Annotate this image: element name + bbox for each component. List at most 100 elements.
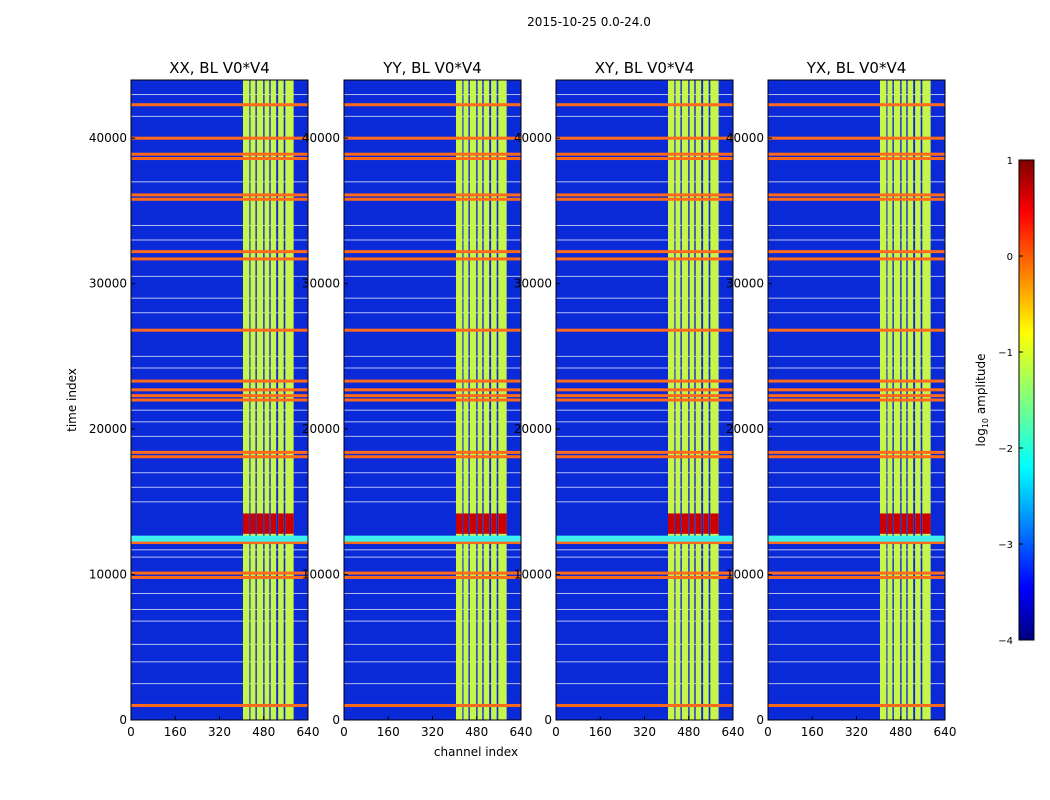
heatmap-gap-line	[344, 367, 521, 369]
heatmap-bright-block	[703, 513, 709, 534]
heatmap-gap-line	[768, 115, 945, 117]
heatmap-gap-line	[131, 312, 308, 314]
heatmap-rfi-line	[344, 450, 521, 454]
heatmap-gap-line	[131, 683, 308, 685]
heatmap-rfi-line	[131, 571, 308, 575]
heatmap-gap-line	[768, 472, 945, 474]
heatmap-rfi-line	[556, 152, 733, 156]
x-tick-label: 640	[297, 725, 320, 739]
colorbar-tick-label: −3	[998, 540, 1013, 551]
heatmap-gap-line	[131, 421, 308, 423]
heatmap-rfi-line	[344, 157, 521, 161]
x-tick-label: 480	[465, 725, 488, 739]
heatmap-rfi-line	[131, 575, 308, 579]
heatmap-gap-line	[556, 435, 733, 437]
panel-xx: XX, BL V0*V4 0 160 320 480 640 0 10000 20000 3000…	[89, 59, 320, 739]
heatmap-gap-line	[768, 608, 945, 610]
panel-title: XX, BL V0*V4	[169, 59, 270, 77]
heatmap-cyan-band	[768, 535, 945, 542]
heatmap-gap-line	[344, 297, 521, 299]
heatmap-gap-line	[131, 501, 308, 503]
heatmap-bright-block	[278, 513, 284, 534]
heatmap-gap-line	[556, 643, 733, 645]
heatmap-gap-line	[344, 592, 521, 594]
y-tick-label: 0	[544, 713, 552, 727]
heatmap-gap-line	[768, 409, 945, 411]
heatmap-gap-line	[131, 367, 308, 369]
panel-yy: YY, BL V0*V4 0 160 320 480 640 0 10000 20000 3000…	[302, 59, 533, 739]
y-tick-label: 30000	[726, 277, 764, 291]
heatmap-gap-line	[768, 592, 945, 594]
heatmap-rfi-line	[768, 541, 945, 545]
heatmap-gap-line	[344, 312, 521, 314]
heatmap-bright-block	[689, 513, 695, 534]
heatmap-gap-line	[131, 224, 308, 226]
y-tick-label: 0	[756, 713, 764, 727]
heatmap-gap-line	[556, 367, 733, 369]
heatmap-gap-line	[556, 549, 733, 551]
heatmap-rfi-line	[131, 450, 308, 454]
x-tick-label: 320	[845, 725, 868, 739]
heatmap-gap-line	[556, 556, 733, 558]
heatmap-rfi-line	[768, 703, 945, 707]
heatmap-rfi-line	[556, 379, 733, 383]
heatmap-rfi-line	[131, 197, 308, 201]
heatmap-gap-line	[131, 661, 308, 663]
heatmap-bright-block	[893, 513, 901, 534]
y-tick-label: 40000	[302, 131, 340, 145]
heatmap-gap-line	[344, 275, 521, 277]
heatmap-gap-line	[556, 486, 733, 488]
heatmap-rfi-line	[768, 103, 945, 107]
heatmap-gap-line	[556, 115, 733, 117]
x-tick-label: 320	[421, 725, 444, 739]
heatmap-gap-line	[131, 549, 308, 551]
heatmap-rfi-line	[768, 197, 945, 201]
heatmap-gap-line	[768, 556, 945, 558]
heatmap-rfi-line	[344, 379, 521, 383]
colorbar-gradient	[1018, 159, 1035, 641]
heatmap-gap-line	[768, 367, 945, 369]
y-tick-label: 40000	[89, 131, 127, 145]
heatmap-gap-line	[768, 297, 945, 299]
heatmap-rfi-line	[768, 136, 945, 140]
colorbar-tick-label: 1	[1007, 156, 1013, 167]
heatmap-rfi-line	[768, 379, 945, 383]
x-tick-label: 160	[164, 725, 187, 739]
heatmap-gap-line	[768, 643, 945, 645]
heatmap-rfi-line	[344, 193, 521, 197]
colorbar: 1 0 −1 −2 −3 −4 log10 amplitude	[974, 156, 1035, 647]
heatmap-rfi-line	[344, 398, 521, 402]
heatmap-gap-line	[131, 297, 308, 299]
heatmap-rfi-line	[344, 571, 521, 575]
heatmap-gap-line	[768, 275, 945, 277]
x-tick-label: 160	[377, 725, 400, 739]
y-tick-label: 20000	[302, 422, 340, 436]
heatmap-gap-line	[344, 435, 521, 437]
heatmap-rfi-line	[344, 328, 521, 332]
x-tick-label: 0	[340, 725, 348, 739]
heatmap-gap-line	[556, 224, 733, 226]
colorbar-tick-label: −2	[998, 444, 1013, 455]
heatmap-rfi-line	[768, 152, 945, 156]
x-tick-label: 480	[889, 725, 912, 739]
heatmap-gap-line	[131, 643, 308, 645]
heatmap-bright-block	[250, 513, 256, 534]
heatmap-gap-line	[768, 501, 945, 503]
heatmap-gap-line	[768, 312, 945, 314]
heatmap-gap-line	[131, 275, 308, 277]
heatmap-cyan-band	[131, 535, 308, 542]
heatmap-rfi-line	[768, 328, 945, 332]
colorbar-tick-label: 0	[1007, 252, 1013, 263]
heatmap-gap-line	[131, 486, 308, 488]
heatmap-bright-block	[668, 513, 675, 534]
heatmap-bright-block	[695, 513, 702, 534]
heatmap-gap-line	[131, 239, 308, 241]
heatmap-rfi-line	[344, 703, 521, 707]
panel-title: XY, BL V0*V4	[595, 59, 695, 77]
heatmap-bright-block	[681, 513, 689, 534]
heatmap-gap-line	[556, 275, 733, 277]
heatmap-gap-line	[344, 472, 521, 474]
y-tick-label: 30000	[514, 277, 552, 291]
heatmap-rfi-line	[768, 157, 945, 161]
